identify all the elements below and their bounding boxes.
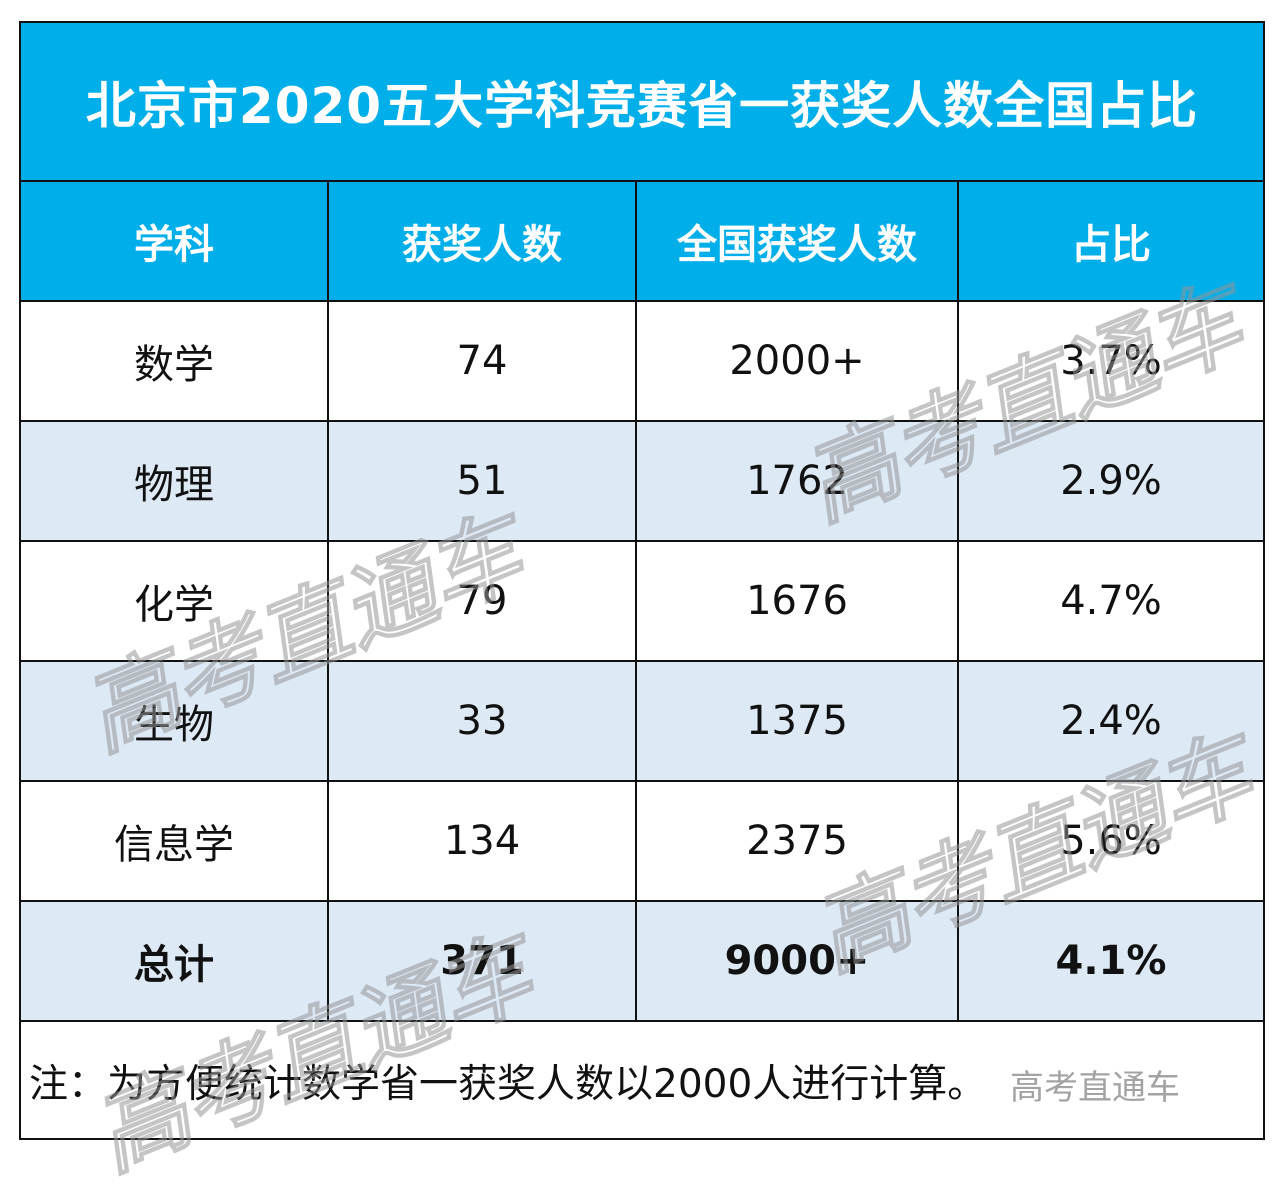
footnote: 注：为方便统计数学省一获奖人数以2000人进行计算。	[29, 1062, 987, 1107]
cell-subject: 数学	[21, 302, 329, 420]
cell-winners: 74	[329, 302, 637, 420]
cell-subject: 生物	[21, 662, 329, 780]
header-ratio: 占比	[1071, 222, 1151, 268]
cell-national: 1375	[637, 662, 959, 780]
cell-winners: 51	[329, 422, 637, 540]
cell-national: 1762	[637, 422, 959, 540]
table-row: 信息学 134 2375 5.6%	[21, 782, 1263, 902]
table-row: 化学 79 1676 4.7%	[21, 542, 1263, 662]
total-row: 总计 371 9000+ 4.1%	[21, 902, 1263, 1022]
cell-winners: 79	[329, 542, 637, 660]
cell-ratio: 3.7%	[1060, 338, 1162, 384]
table-row: 数学 74 2000+ 3.7%	[21, 302, 1263, 422]
cell-ratio: 4.7%	[1060, 578, 1162, 624]
cell-ratio: 5.6%	[1060, 818, 1162, 864]
cell-national: 1676	[637, 542, 959, 660]
cell-national: 2375	[637, 782, 959, 900]
table-row: 物理 51 1762 2.9%	[21, 422, 1263, 542]
cell-national: 2000+	[637, 302, 959, 420]
header-subject: 学科	[21, 182, 329, 300]
table-row: 生物 33 1375 2.4%	[21, 662, 1263, 782]
total-winners: 371	[329, 902, 637, 1020]
cell-ratio: 2.9%	[1060, 458, 1162, 504]
total-ratio: 4.1%	[1055, 938, 1167, 984]
header-national: 全国获奖人数	[637, 182, 959, 300]
header-winners: 获奖人数	[329, 182, 637, 300]
total-national: 9000+	[637, 902, 959, 1020]
header-row: 学科 获奖人数 全国获奖人数 占比	[21, 182, 1263, 302]
cell-subject: 信息学	[21, 782, 329, 900]
table-title: 北京市2020五大学科竞赛省一获奖人数全国占比	[21, 23, 1263, 182]
cell-ratio: 2.4%	[1060, 698, 1162, 744]
cell-subject: 物理	[21, 422, 329, 540]
cell-winners: 134	[329, 782, 637, 900]
cell-winners: 33	[329, 662, 637, 780]
table-frame: 北京市2020五大学科竞赛省一获奖人数全国占比 学科 获奖人数 全国获奖人数 占…	[19, 21, 1265, 1140]
cell-subject: 化学	[21, 542, 329, 660]
total-label: 总计	[21, 902, 329, 1020]
